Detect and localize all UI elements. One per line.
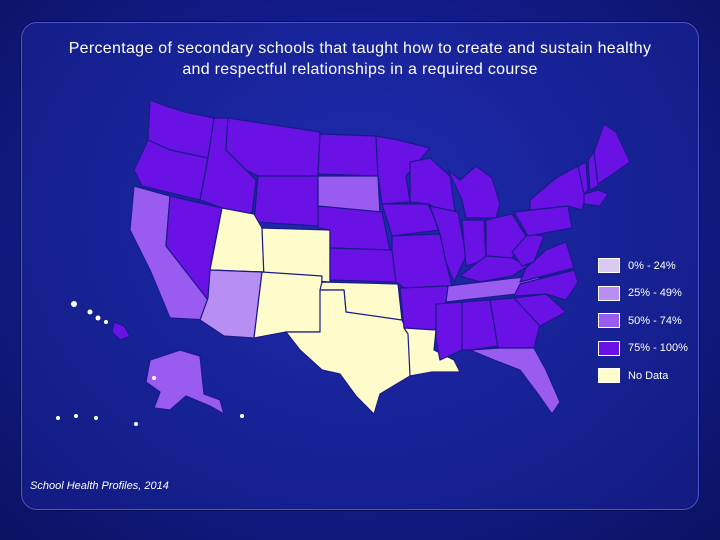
- legend-label: 0% - 24%: [628, 259, 676, 272]
- state-GA: [489, 297, 541, 349]
- state-WV: [511, 233, 545, 267]
- legend-swatch: [598, 285, 620, 301]
- island-dot: [94, 416, 98, 420]
- state-AL: [461, 299, 499, 351]
- legend-item: 25% - 49%: [598, 280, 698, 308]
- state-MS: [435, 301, 463, 361]
- state-ME: [593, 123, 631, 185]
- legend-item: 75% - 100%: [598, 335, 698, 363]
- state-AZ: [199, 269, 263, 339]
- legend-swatch: [598, 313, 620, 329]
- legend-label: 75% - 100%: [628, 342, 688, 355]
- state-SC: [513, 293, 567, 327]
- state-LA: [403, 327, 461, 377]
- island-dot: [240, 414, 244, 418]
- state-ND: [317, 133, 379, 177]
- state-NH: [587, 151, 599, 191]
- state-WY: [253, 175, 319, 227]
- island-dot: [56, 416, 60, 420]
- legend-item: 50% - 74%: [598, 307, 698, 335]
- state-MI: [447, 165, 501, 219]
- island-dot: [104, 320, 108, 324]
- island-dot: [134, 422, 138, 426]
- title-line-2: and respectful relationships in a requir…: [182, 61, 538, 78]
- island-dot: [95, 315, 101, 321]
- state-VT: [577, 161, 589, 195]
- legend-item: 0% - 24%: [598, 252, 698, 280]
- state-FL: [469, 347, 561, 415]
- state-IL: [429, 205, 467, 283]
- state-VA: [519, 241, 575, 283]
- state-NY: [529, 165, 587, 211]
- legend-item: No Data: [598, 362, 698, 390]
- legend-swatch: [598, 368, 620, 384]
- map-title: Percentage of secondary schools that tau…: [30, 38, 690, 80]
- source-note: School Health Profiles, 2014: [30, 480, 169, 492]
- state-HI: [111, 321, 131, 341]
- legend-label: No Data: [628, 369, 669, 382]
- state-MN: [375, 135, 431, 205]
- legend-label: 50% - 74%: [628, 314, 682, 327]
- state-NM: [253, 271, 323, 339]
- state-AK: [145, 349, 225, 415]
- state-KS: [329, 247, 397, 283]
- legend-swatch: [598, 258, 620, 274]
- state-NC: [513, 269, 579, 301]
- title-line-1: Percentage of secondary schools that tau…: [68, 40, 652, 57]
- map-legend: 0% - 24% 25% - 49% 50% - 74% 75% - 100% …: [598, 252, 698, 390]
- legend-label: 25% - 49%: [628, 287, 682, 300]
- island-dot: [152, 376, 156, 380]
- island-dot: [74, 414, 78, 418]
- island-dot: [87, 309, 93, 315]
- island-dot: [71, 301, 77, 307]
- legend-swatch: [598, 340, 620, 356]
- state-MA: [583, 189, 609, 207]
